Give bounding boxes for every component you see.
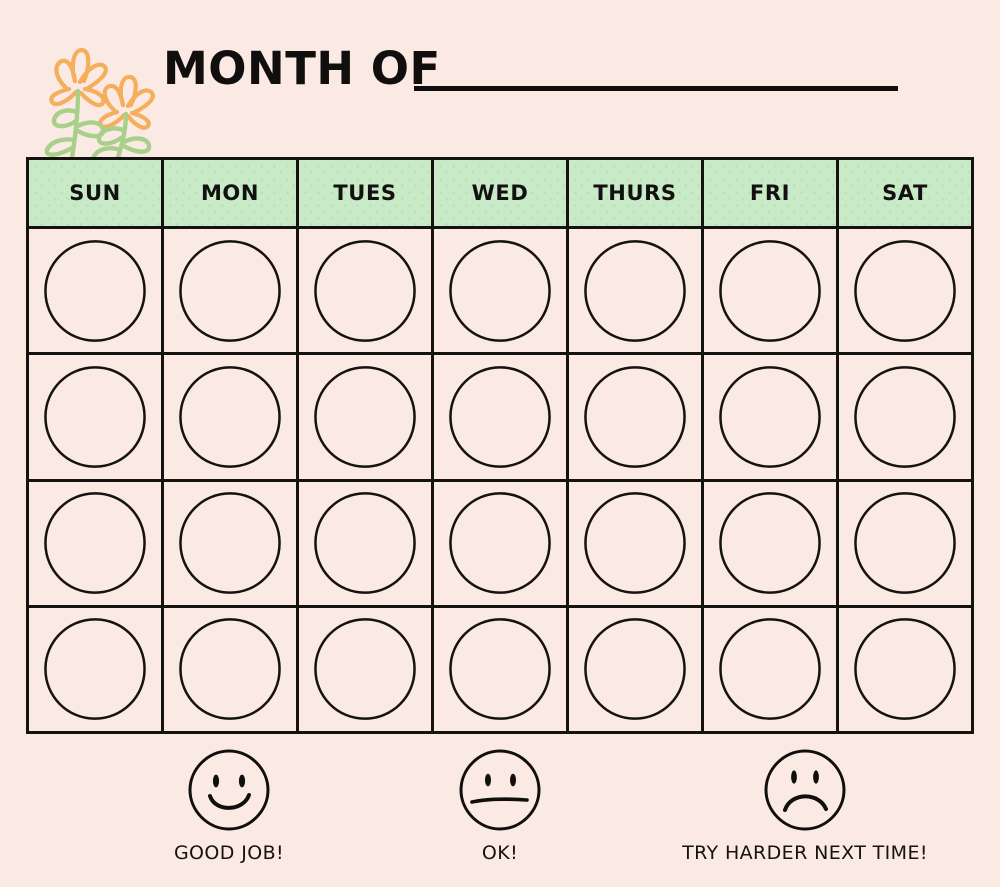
day-sticker-circle[interactable]: [717, 490, 823, 596]
day-sticker-circle[interactable]: [312, 238, 418, 344]
day-sticker-circle[interactable]: [447, 238, 553, 344]
legend-item-try-harder[interactable]: TRY HARDER NEXT TIME!: [655, 748, 955, 864]
day-sticker-circle[interactable]: [582, 238, 688, 344]
day-header-mon: MON: [164, 160, 299, 226]
day-sticker-circle[interactable]: [717, 364, 823, 470]
calendar-day-cell[interactable]: [704, 229, 839, 353]
legend: GOOD JOB! OK! TRY HARDER NEXT TIME!: [0, 748, 1000, 887]
calendar-day-cell[interactable]: [164, 229, 299, 353]
legend-item-ok[interactable]: OK!: [350, 748, 650, 864]
day-sticker-circle[interactable]: [582, 364, 688, 470]
day-sticker-circle[interactable]: [852, 238, 958, 344]
calendar-day-cell[interactable]: [569, 229, 704, 353]
calendar-day-cell[interactable]: [29, 481, 164, 605]
flowers-icon: [28, 34, 160, 161]
day-header-sat: SAT: [839, 160, 971, 226]
day-sticker-circle[interactable]: [177, 490, 283, 596]
day-sticker-circle[interactable]: [177, 364, 283, 470]
calendar-day-cell[interactable]: [164, 481, 299, 605]
calendar-day-cell[interactable]: [704, 607, 839, 731]
day-sticker-circle[interactable]: [447, 364, 553, 470]
day-sticker-circle[interactable]: [852, 364, 958, 470]
day-header-tues: TUES: [299, 160, 434, 226]
day-header-label: MON: [200, 181, 260, 205]
calendar-header-row: SUN MON TUES WED THURS FRI SAT: [29, 160, 971, 226]
calendar-day-cell[interactable]: [299, 481, 434, 605]
month-name-blank[interactable]: [414, 86, 898, 91]
day-header-thurs: THURS: [569, 160, 704, 226]
calendar-day-cell[interactable]: [569, 355, 704, 479]
calendar-week-row: [29, 604, 971, 731]
neutral-face-icon: [459, 749, 541, 831]
day-header-label: SAT: [882, 181, 928, 205]
day-header-sun: SUN: [29, 160, 164, 226]
day-header-label: TUES: [333, 181, 397, 205]
calendar-day-cell[interactable]: [839, 608, 971, 731]
calendar-day-cell[interactable]: [839, 229, 971, 352]
calendar-day-cell[interactable]: [434, 481, 569, 605]
day-sticker-circle[interactable]: [177, 616, 283, 722]
day-sticker-circle[interactable]: [582, 616, 688, 722]
day-header-label: THURS: [593, 181, 677, 205]
calendar-week-row: [29, 478, 971, 605]
day-sticker-circle[interactable]: [177, 238, 283, 344]
legend-label: TRY HARDER NEXT TIME!: [682, 842, 928, 864]
day-sticker-circle[interactable]: [717, 238, 823, 344]
calendar-day-cell[interactable]: [164, 607, 299, 731]
day-sticker-circle[interactable]: [852, 490, 958, 596]
legend-label: GOOD JOB!: [173, 842, 285, 864]
smiley-face-icon: [188, 749, 270, 831]
calendar-day-cell[interactable]: [704, 355, 839, 479]
legend-label: OK!: [481, 842, 519, 864]
day-sticker-circle[interactable]: [42, 616, 148, 722]
day-header-label: SUN: [69, 181, 121, 205]
calendar-day-cell[interactable]: [29, 229, 164, 353]
sad-face-icon: [764, 749, 846, 831]
calendar-day-cell[interactable]: [29, 355, 164, 479]
page-title: MONTH OF: [163, 42, 441, 95]
day-sticker-circle[interactable]: [42, 238, 148, 344]
page-header: MONTH OF: [0, 0, 1000, 161]
day-sticker-circle[interactable]: [582, 490, 688, 596]
day-sticker-circle[interactable]: [312, 616, 418, 722]
calendar-day-cell[interactable]: [299, 607, 434, 731]
calendar-week-row: [29, 226, 971, 353]
day-header-wed: WED: [434, 160, 569, 226]
day-sticker-circle[interactable]: [312, 364, 418, 470]
calendar-day-cell[interactable]: [434, 607, 569, 731]
calendar-day-cell[interactable]: [569, 481, 704, 605]
day-sticker-circle[interactable]: [42, 364, 148, 470]
calendar-day-cell[interactable]: [29, 607, 164, 731]
day-sticker-circle[interactable]: [852, 616, 958, 722]
day-header-fri: FRI: [704, 160, 839, 226]
calendar-day-cell[interactable]: [434, 355, 569, 479]
calendar-day-cell[interactable]: [299, 355, 434, 479]
legend-item-good-job[interactable]: GOOD JOB!: [79, 748, 379, 864]
calendar-day-cell[interactable]: [434, 229, 569, 353]
day-sticker-circle[interactable]: [312, 490, 418, 596]
day-header-label: WED: [471, 181, 529, 205]
calendar-grid: SUN MON TUES WED THURS FRI SAT: [26, 157, 974, 734]
calendar-week-row: [29, 352, 971, 479]
day-sticker-circle[interactable]: [42, 490, 148, 596]
calendar-day-cell[interactable]: [164, 355, 299, 479]
day-sticker-circle[interactable]: [447, 616, 553, 722]
calendar-day-cell[interactable]: [839, 355, 971, 478]
calendar-day-cell[interactable]: [839, 482, 971, 605]
calendar-day-cell[interactable]: [704, 481, 839, 605]
calendar-day-cell[interactable]: [299, 229, 434, 353]
day-sticker-circle[interactable]: [447, 490, 553, 596]
calendar-day-cell[interactable]: [569, 607, 704, 731]
day-sticker-circle[interactable]: [717, 616, 823, 722]
day-header-label: FRI: [749, 181, 791, 205]
